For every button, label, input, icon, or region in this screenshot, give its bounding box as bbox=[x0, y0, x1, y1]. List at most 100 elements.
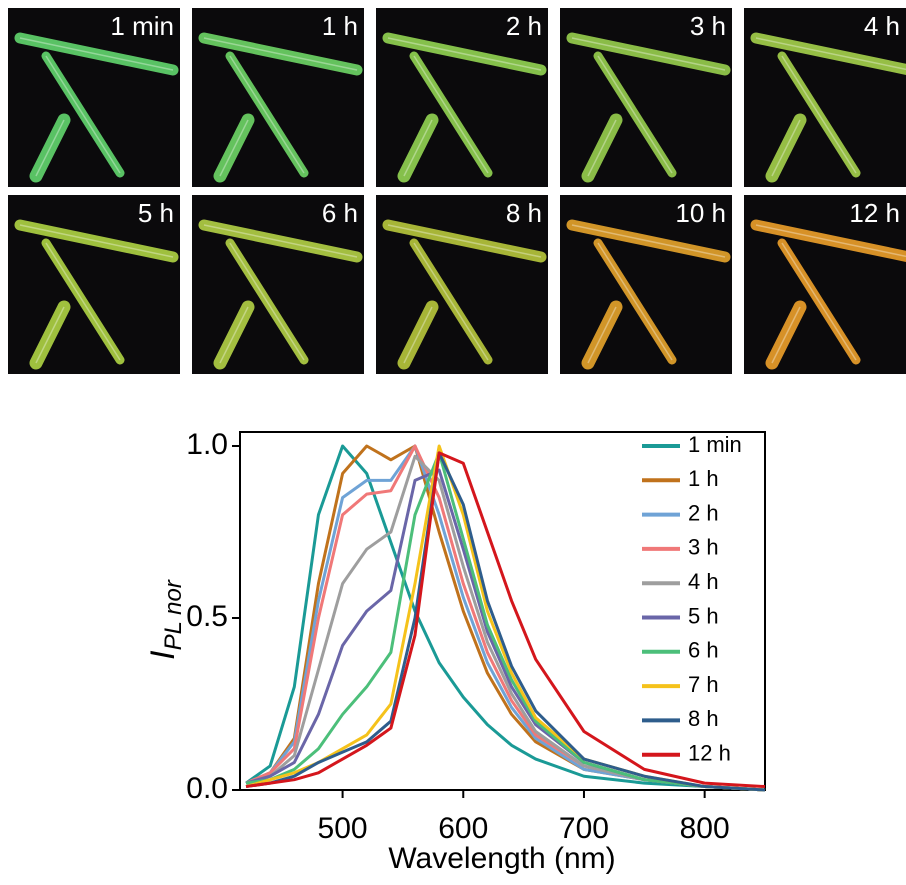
crystal bbox=[397, 113, 439, 183]
crystal-edge bbox=[203, 224, 358, 258]
crystal bbox=[225, 238, 309, 365]
legend-label: 2 h bbox=[688, 500, 719, 525]
x-tick-label: 800 bbox=[680, 812, 730, 845]
crystal-edge bbox=[771, 306, 801, 364]
crystal-edge bbox=[229, 242, 305, 361]
crystal bbox=[777, 238, 861, 365]
y-axis-title: IPL nor bbox=[144, 579, 187, 660]
crystal-edge bbox=[219, 306, 249, 364]
crystal bbox=[750, 219, 906, 262]
photo-panel: 2 h bbox=[376, 8, 548, 187]
crystal-edge bbox=[203, 37, 358, 71]
crystal bbox=[382, 32, 547, 76]
crystal-edge bbox=[19, 224, 174, 258]
crystal bbox=[593, 238, 677, 365]
legend-label: 3 h bbox=[688, 535, 719, 560]
photo-panel: 12 h bbox=[744, 195, 906, 374]
crystal bbox=[765, 300, 807, 370]
crystal-edge bbox=[413, 55, 489, 174]
series-line bbox=[245, 444, 766, 792]
crystal bbox=[198, 32, 363, 76]
crystal-edge bbox=[571, 37, 726, 71]
photo-label: 3 h bbox=[690, 11, 726, 41]
y-tick-label: 0.5 bbox=[186, 600, 228, 633]
crystal bbox=[41, 51, 125, 178]
photo-label: 8 h bbox=[506, 198, 542, 228]
crystal bbox=[198, 219, 363, 263]
crystal bbox=[14, 219, 179, 263]
photo-label: 1 h bbox=[322, 11, 358, 41]
legend-label: 4 h bbox=[688, 569, 719, 594]
crystal bbox=[382, 219, 547, 263]
x-axis-title: Wavelength (nm) bbox=[388, 842, 615, 875]
legend-label: 6 h bbox=[688, 638, 719, 663]
crystal bbox=[777, 51, 861, 178]
crystal-edge bbox=[403, 119, 433, 177]
legend-label: 7 h bbox=[688, 672, 719, 697]
crystal bbox=[14, 32, 179, 76]
crystal-edge bbox=[45, 55, 121, 174]
crystal-edge bbox=[755, 37, 906, 71]
crystal-edge bbox=[571, 224, 726, 258]
series-line bbox=[245, 454, 766, 792]
photo-label: 5 h bbox=[138, 198, 174, 228]
legend-label: 1 h bbox=[688, 466, 719, 491]
crystal-edge bbox=[781, 55, 857, 174]
crystal bbox=[593, 51, 677, 178]
crystal bbox=[29, 113, 71, 183]
crystal bbox=[41, 238, 125, 365]
photo-label: 12 h bbox=[849, 198, 900, 228]
crystal-edge bbox=[387, 224, 542, 258]
photo-panel: 8 h bbox=[376, 195, 548, 374]
crystal bbox=[397, 300, 439, 370]
y-tick-label: 1.0 bbox=[186, 428, 228, 461]
crystal-edge bbox=[35, 119, 65, 177]
crystal-edge bbox=[755, 224, 906, 258]
photo-label: 2 h bbox=[506, 11, 542, 41]
crystal-edge bbox=[35, 306, 65, 364]
x-tick-label: 500 bbox=[318, 812, 368, 845]
crystal bbox=[213, 300, 255, 370]
x-tick-label: 700 bbox=[559, 812, 609, 845]
photo-panel: 1 min bbox=[8, 8, 180, 187]
photo-panel: 5 h bbox=[8, 195, 180, 374]
crystal-edge bbox=[219, 119, 249, 177]
plot-frame bbox=[239, 431, 766, 791]
crystal bbox=[581, 300, 623, 370]
crystal-edge bbox=[587, 306, 617, 364]
photo-panel: 1 h bbox=[192, 8, 364, 187]
photo-panel: 4 h bbox=[744, 8, 906, 187]
crystal-edge bbox=[387, 37, 542, 71]
crystal-edge bbox=[771, 119, 801, 177]
photo-label: 4 h bbox=[864, 11, 900, 41]
crystal-edge bbox=[597, 55, 673, 174]
photo-label: 6 h bbox=[322, 198, 358, 228]
crystal-edge bbox=[413, 242, 489, 361]
crystal-edge bbox=[597, 242, 673, 361]
crystal bbox=[581, 113, 623, 183]
x-tick-label: 600 bbox=[438, 812, 488, 845]
y-tick-label: 0.0 bbox=[186, 772, 228, 805]
crystal bbox=[566, 219, 731, 263]
crystal bbox=[29, 300, 71, 370]
crystal bbox=[409, 238, 493, 365]
crystal-edge bbox=[229, 55, 305, 174]
y-axis-subscript: PL nor bbox=[160, 579, 187, 650]
crystal bbox=[213, 113, 255, 183]
crystal bbox=[409, 51, 493, 178]
y-axis-main: I bbox=[144, 650, 182, 660]
crystal-edge bbox=[45, 242, 121, 361]
series-line bbox=[245, 444, 766, 792]
crystal bbox=[566, 32, 731, 76]
series-line bbox=[245, 451, 766, 789]
photo-label: 10 h bbox=[675, 198, 726, 228]
crystal-edge bbox=[403, 306, 433, 364]
photo-panel: 6 h bbox=[192, 195, 364, 374]
legend-label: 8 h bbox=[688, 706, 719, 731]
crystal-edge bbox=[587, 119, 617, 177]
legend-label: 1 min bbox=[688, 432, 742, 457]
legend-label: 12 h bbox=[688, 741, 731, 766]
photo-panel: 3 h bbox=[560, 8, 732, 187]
photo-label: 1 min bbox=[110, 11, 174, 41]
